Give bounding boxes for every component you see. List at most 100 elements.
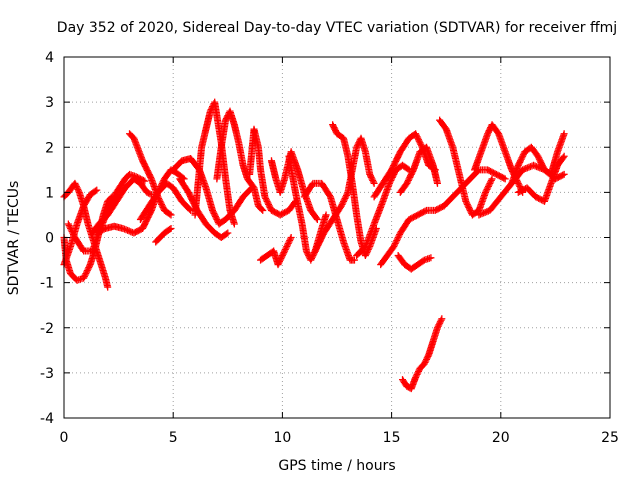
data-point [209, 206, 217, 214]
data-point [484, 130, 492, 138]
series-sat-n [246, 125, 300, 219]
data-point [386, 178, 394, 186]
y-tick-label: 0 [45, 231, 54, 247]
data-point [391, 240, 399, 248]
data-point [415, 367, 423, 375]
series-sat-m [213, 107, 267, 214]
data-point [463, 200, 471, 208]
data-point [412, 130, 420, 138]
data-point [388, 175, 396, 183]
data-point [485, 181, 493, 189]
data-point [75, 187, 83, 195]
data-point [264, 199, 272, 207]
data-point [409, 167, 417, 175]
data-point [71, 179, 79, 187]
data-point [64, 220, 72, 228]
data-point [353, 143, 361, 151]
data-point [482, 187, 490, 195]
data-point [281, 246, 289, 254]
data-point [435, 321, 443, 329]
data-point [146, 190, 154, 198]
data-point [437, 316, 445, 324]
data-point [265, 202, 273, 210]
data-point [403, 179, 411, 187]
x-tick-label: 25 [601, 430, 619, 446]
data-point [283, 241, 291, 249]
data-point [157, 199, 165, 207]
series-sat-l [191, 98, 238, 228]
data-point [284, 240, 292, 248]
data-point [438, 315, 446, 323]
data-point [186, 205, 194, 213]
data-point [514, 161, 522, 169]
data-point [83, 267, 91, 275]
data-point [91, 187, 99, 195]
data-point [340, 197, 348, 205]
data-point [275, 258, 283, 266]
data-point [538, 160, 546, 168]
data-point [485, 127, 493, 135]
data-point [258, 205, 266, 213]
data-point [167, 224, 175, 232]
data-point [500, 174, 508, 182]
data-point [329, 122, 337, 130]
data-point [282, 244, 290, 252]
x-tick-label: 10 [273, 430, 291, 446]
chart-title: Day 352 of 2020, Sidereal Day-to-day VTE… [57, 20, 617, 36]
data-point [222, 116, 230, 124]
data-point [486, 179, 494, 187]
data-point [69, 229, 77, 237]
data-point [65, 221, 73, 229]
data-point [93, 186, 101, 194]
data-point [436, 318, 444, 326]
data-point [167, 211, 175, 219]
data-point [211, 211, 219, 219]
data-point [342, 193, 350, 201]
data-point [385, 179, 393, 187]
data-point [408, 169, 416, 177]
data-point [369, 176, 377, 184]
data-point [81, 271, 89, 279]
data-point [222, 115, 230, 123]
data-point [159, 203, 167, 211]
data-point [414, 134, 422, 142]
axis-ticks: 0 5 10 15 20 25 -4 -3 -2 -1 0 1 2 3 4 [40, 50, 619, 446]
data-point [338, 200, 346, 208]
data-point [68, 227, 76, 235]
data-point [487, 178, 495, 186]
data-point [287, 234, 295, 241]
data-point [155, 196, 163, 204]
data-point [407, 172, 415, 180]
data-point [423, 355, 431, 363]
series-sat-x [394, 252, 435, 273]
data-point [104, 283, 112, 291]
data-point [69, 230, 77, 238]
data-point [559, 171, 567, 179]
data-point [313, 215, 321, 223]
data-point [388, 173, 396, 181]
data-point [393, 235, 401, 243]
data-point [259, 206, 267, 214]
data-point [66, 223, 74, 231]
x-tick-label: 5 [169, 430, 178, 446]
series-sat-y [396, 143, 441, 196]
data-point [393, 237, 401, 245]
data-point [286, 237, 294, 245]
data-point [413, 370, 421, 378]
data-point [341, 194, 349, 202]
data-point [387, 176, 395, 184]
data-point [462, 197, 470, 205]
data-point [343, 190, 351, 198]
data-point [158, 200, 166, 208]
data-point [72, 182, 80, 190]
data-point [560, 130, 568, 138]
data-point [535, 155, 543, 163]
data-point [332, 127, 340, 135]
data-point [390, 243, 398, 251]
data-point [534, 152, 542, 160]
data-point [85, 262, 93, 270]
data-point [370, 179, 378, 187]
y-tick-label: -4 [40, 411, 54, 427]
data-point [261, 193, 269, 201]
data-point [487, 176, 495, 184]
